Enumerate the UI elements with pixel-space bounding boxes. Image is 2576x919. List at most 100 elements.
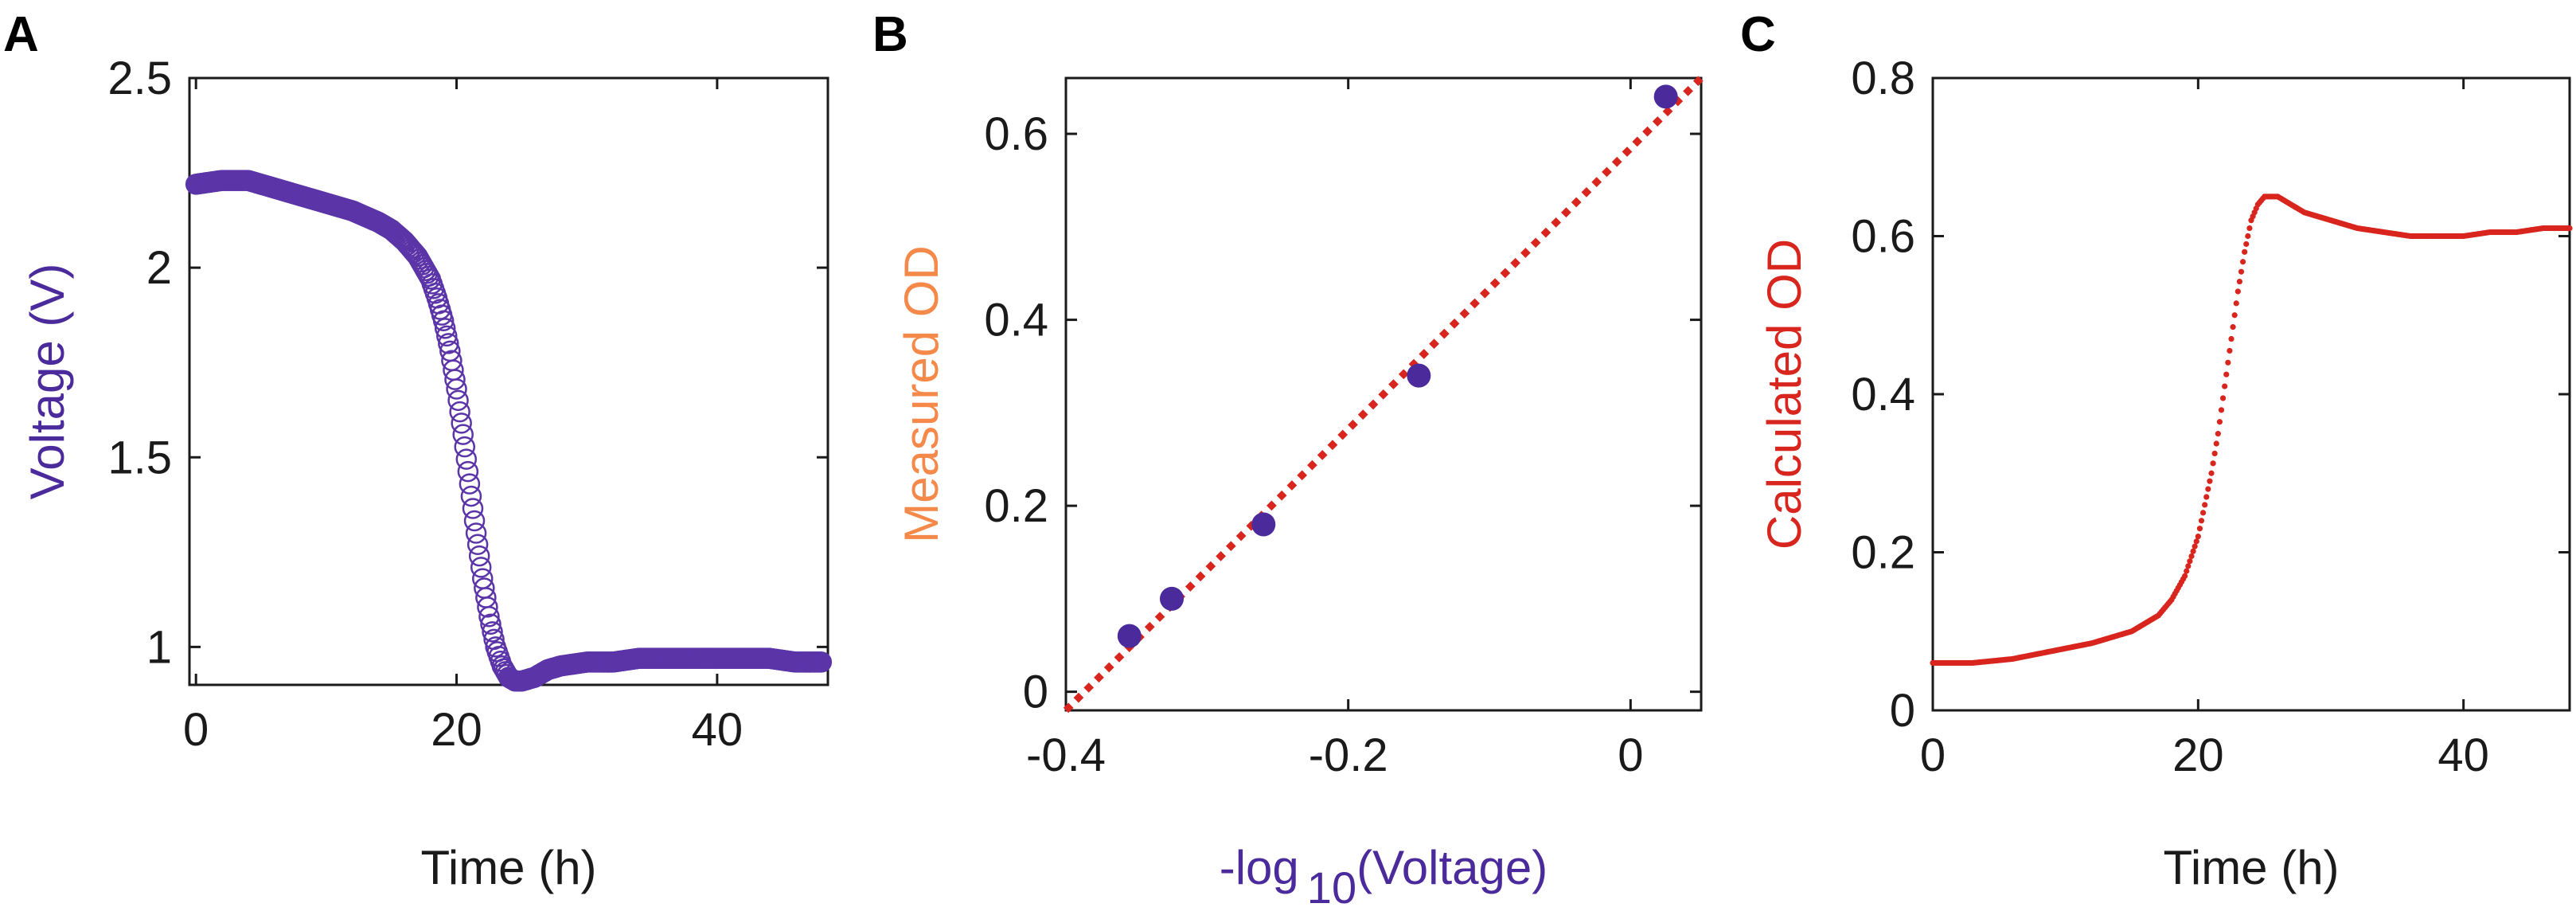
y-tick-label: 2.5 (107, 53, 172, 104)
data-point (2231, 312, 2238, 319)
y-tick-label: 0.6 (1851, 211, 1915, 263)
data-point (810, 651, 833, 673)
data-point (482, 621, 503, 643)
panel-a-ticks: 0 20 40 1 1.5 2 2.5 (107, 53, 828, 756)
panel-c-xlabel: Time (h) (2163, 841, 2339, 894)
data-point (2184, 568, 2190, 574)
x-tick-label: 0 (183, 704, 209, 756)
data-point (2188, 553, 2195, 560)
data-point (480, 613, 502, 635)
y-tick-label: 0 (1023, 667, 1048, 718)
panel-b-xlabel: -log 10(Voltage) (1220, 841, 1548, 913)
data-point (465, 522, 487, 544)
x-tick-label: 0 (1618, 729, 1643, 781)
y-tick-label: 0.8 (1851, 53, 1915, 104)
data-point (432, 310, 455, 332)
data-point (2207, 478, 2213, 484)
panel-c-ticks: 0 20 40 0 0.2 0.4 0.6 0.8 (1851, 53, 2570, 781)
data-point (1653, 84, 1678, 109)
data-point (2196, 526, 2203, 532)
data-point (2215, 431, 2221, 437)
x-tick-label: 20 (431, 704, 482, 756)
data-point (455, 448, 478, 470)
data-point (444, 369, 466, 390)
data-point (2193, 538, 2199, 545)
y-tick-label: 2 (146, 242, 172, 294)
y-tick-label: 0.2 (1851, 527, 1915, 579)
panel-c-points (1930, 194, 2573, 667)
data-point (2218, 407, 2225, 413)
y-tick-label: 1 (146, 621, 172, 673)
x-tick-label: 40 (2437, 729, 2489, 781)
data-point (2222, 383, 2228, 389)
data-point (1160, 586, 1184, 611)
data-point (2227, 347, 2233, 354)
data-point (2228, 335, 2234, 342)
data-point (462, 498, 484, 519)
x-tick-label: 20 (2172, 729, 2224, 781)
panel-b-points (1117, 84, 1678, 648)
data-point (2236, 278, 2243, 285)
panel-b-ylabel: Measured OD (895, 245, 948, 542)
data-point (2185, 563, 2192, 569)
data-point (2234, 288, 2241, 295)
data-point (451, 413, 472, 434)
data-point (2195, 534, 2201, 540)
data-point (459, 473, 481, 495)
data-point (2233, 300, 2239, 307)
panel-b-xlabel-prefix: -log (1220, 841, 1299, 894)
panel-a-label: A (3, 7, 39, 62)
panel-b-xlabel-suffix: (Voltage) (1356, 841, 1548, 894)
data-point (2246, 225, 2253, 232)
x-tick-label: 40 (692, 704, 744, 756)
data-point (2223, 371, 2230, 377)
data-point (434, 318, 456, 339)
data-point (452, 424, 474, 445)
panel-b-label: B (872, 7, 908, 62)
data-point (2219, 395, 2227, 401)
data-point (2566, 225, 2573, 232)
panel-c-label: C (1740, 7, 1776, 62)
data-point (2239, 259, 2246, 265)
data-point (478, 606, 500, 628)
data-point (2216, 419, 2223, 425)
data-point (468, 545, 490, 567)
data-point (2213, 440, 2219, 447)
y-tick-label: 0.6 (984, 108, 1048, 160)
panel-c-ylabel: Calculated OD (1758, 239, 1811, 549)
data-point (2182, 573, 2188, 579)
panel-a-plot-box (188, 76, 829, 686)
data-point (2192, 543, 2198, 549)
data-point (2198, 518, 2205, 524)
panel-b: B -0.4 -0.2 0 0 0.2 0.4 0.6 -log 10(Voltage) Me… (872, 7, 1704, 913)
data-point (466, 534, 489, 556)
data-point (2230, 324, 2236, 330)
data-point (2208, 470, 2215, 476)
x-tick-label: 0 (1920, 729, 1946, 781)
y-tick-label: 1.5 (107, 432, 172, 483)
y-tick-label: 0.2 (984, 480, 1048, 532)
data-point (1117, 624, 1142, 648)
panel-b-fit-line (1063, 75, 1704, 714)
y-tick-label: 0.4 (984, 295, 1048, 346)
data-point (454, 436, 476, 458)
data-point (446, 378, 467, 400)
data-point (1407, 363, 1431, 388)
data-point (2203, 494, 2210, 500)
data-point (463, 510, 486, 532)
data-point (2190, 548, 2196, 554)
panel-a-ylabel: Voltage (V) (21, 264, 74, 500)
panel-b-xlabel-sub: 10 (1307, 862, 1356, 913)
data-point (2245, 233, 2251, 240)
panel-b-plot-box (1064, 76, 1703, 712)
data-point (470, 557, 492, 578)
data-point (2187, 558, 2193, 565)
data-point (2202, 502, 2208, 508)
panel-a-xlabel: Time (h) (420, 841, 596, 894)
panel-a-points (185, 170, 833, 692)
panel-b-ticks: -0.4 -0.2 0 0 0.2 0.4 0.6 (984, 78, 1701, 781)
data-point (2199, 510, 2207, 516)
data-point (2242, 248, 2248, 255)
y-tick-label: 0 (1890, 685, 1915, 737)
data-point (2205, 486, 2211, 492)
